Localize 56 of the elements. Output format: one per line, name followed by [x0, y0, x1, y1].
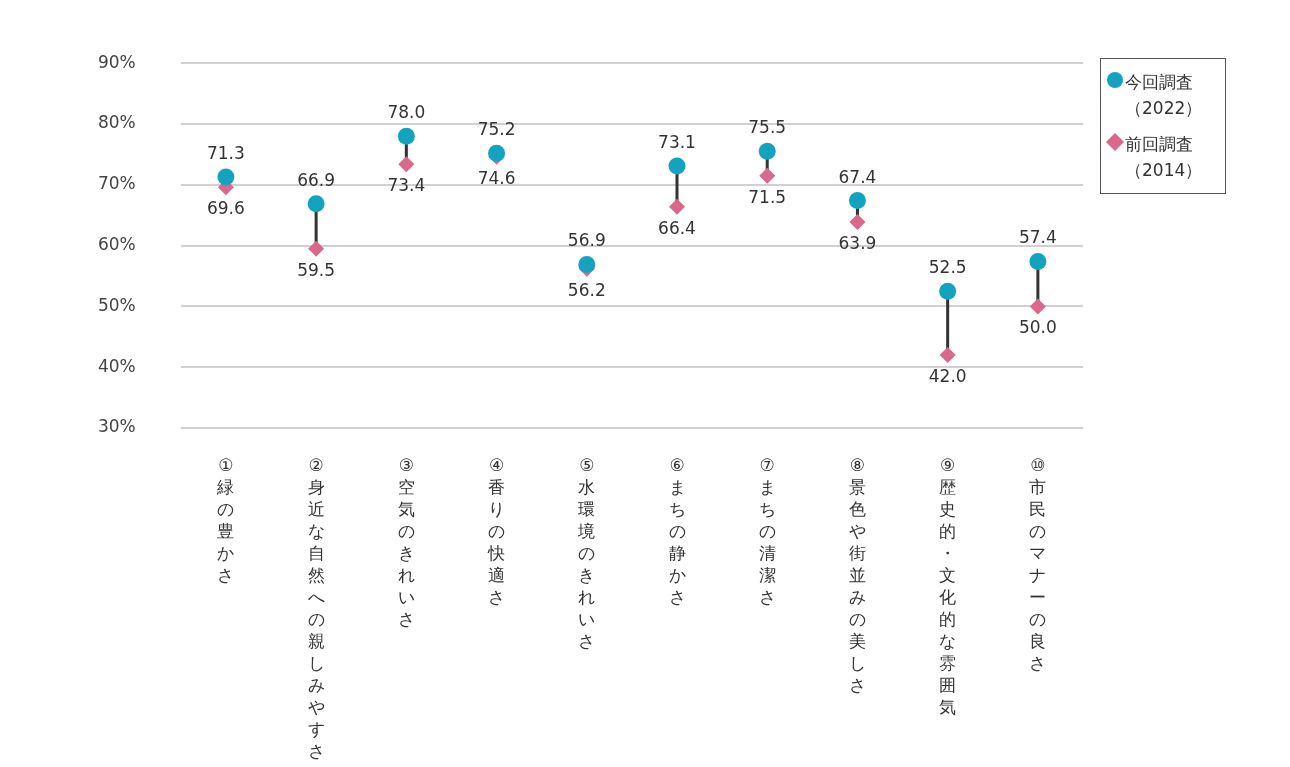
point: [759, 167, 776, 184]
legend-label: 今回調査（2022）: [1125, 71, 1204, 120]
y-tick-label: 50%: [97, 294, 136, 315]
data-label: 74.6: [477, 167, 516, 188]
data-label: 50.0: [1018, 317, 1057, 338]
category-label: ⑩市民のマナーの良さ: [1029, 455, 1047, 673]
data-label: 78.0: [387, 102, 426, 123]
point: [1029, 252, 1047, 270]
data-label: 73.4: [387, 175, 426, 196]
point: [307, 195, 325, 213]
data-label: 69.6: [206, 198, 245, 219]
y-tick-label: 80%: [97, 112, 136, 133]
data-label: 75.5: [748, 117, 787, 138]
point: [669, 198, 685, 215]
data-label: 63.9: [838, 232, 877, 253]
point: [1029, 298, 1046, 315]
point: [939, 347, 956, 364]
category-label: ②身近な自然への親しみやすさ: [307, 455, 325, 761]
category-label: ⑧景色や街並みの美しさ: [848, 455, 866, 695]
x-tick-label: ④香りの快適さ: [486, 454, 507, 608]
data-label: 71.3: [206, 142, 245, 163]
category-label: ⑨歴史的・文化的な雰囲気: [939, 455, 957, 717]
data-label: 59.5: [297, 259, 336, 280]
legend-label: 前回調査（2014）: [1125, 133, 1204, 182]
y-tick-label: 40%: [97, 355, 136, 376]
y-tick-label: 70%: [97, 173, 136, 194]
y-tick-label: 90%: [97, 51, 136, 72]
data-label: 73.1: [658, 131, 696, 152]
point: [578, 255, 596, 273]
y-tick-label: 30%: [97, 416, 136, 437]
point: [848, 192, 866, 210]
data-label: 42.0: [928, 365, 967, 386]
x-tick-label: ⑥まちの静かさ: [667, 454, 687, 608]
point: [939, 282, 957, 300]
point: [668, 157, 686, 175]
data-label: 67.4: [838, 166, 877, 187]
point: [397, 127, 415, 145]
point: [488, 144, 506, 162]
x-tick-label: ①緑の豊かさ: [216, 454, 236, 586]
x-tick-label: ⑦まちの清潔さ: [757, 454, 777, 608]
point: [758, 142, 776, 160]
point: [398, 156, 415, 173]
data-label: 57.4: [1018, 227, 1057, 248]
point: [308, 240, 325, 257]
data-label: 66.4: [658, 217, 696, 238]
x-tick-label: ③空気のきれいさ: [396, 454, 416, 630]
data-label: 52.5: [928, 257, 967, 278]
data-label: 56.9: [567, 230, 606, 251]
data-label: 71.5: [748, 186, 787, 207]
category-label: ⑤水環境のきれいさ: [578, 455, 596, 651]
y-tick-label: 60%: [97, 234, 136, 255]
point: [849, 213, 866, 230]
data-label: 75.2: [477, 119, 516, 140]
data-label: 56.2: [567, 279, 606, 300]
point: [217, 168, 235, 186]
data-label: 66.9: [297, 169, 336, 190]
